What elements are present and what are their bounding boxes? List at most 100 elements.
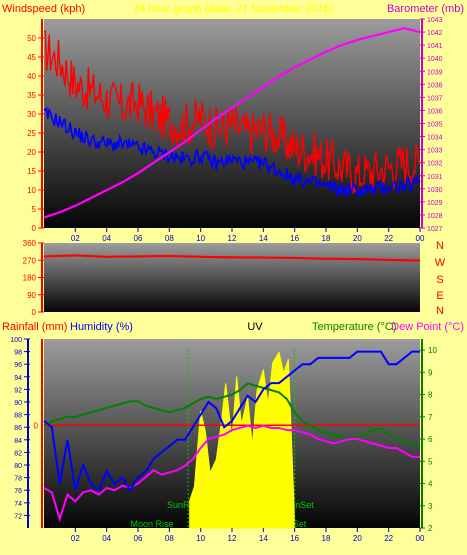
time-axis-label: 06 [134,534,143,543]
time-axis-label: 20 [353,234,362,243]
time-axis-label: 16 [290,534,299,543]
barometer-axis-label: 1034 [427,135,443,142]
humidity-axis-label: 86 [14,425,22,432]
humidity-axis-label: 82 [14,450,22,457]
barometer-axis-label: 1030 [427,187,443,194]
humidity-label: Humidity (%) [70,321,133,333]
humidity-axis-label: 98 [14,350,22,357]
direction-axis-label: 0 [32,308,37,317]
barometer-axis-label: 1031 [427,174,443,181]
time-axis-label: 12 [228,234,237,243]
uv-area [189,351,296,529]
temperature-series [43,382,421,447]
humidity-axis-label: 88 [14,413,22,420]
humidity-axis-label: 76 [14,488,22,495]
time-axis-label: 22 [384,234,393,243]
time-axis-label: 14 [259,534,268,543]
humidity-series [43,350,420,493]
humidity-axis-label: 80 [14,463,22,470]
compass-e: E [436,290,443,302]
direction-plot-area [44,243,420,312]
direction-axis-label: 180 [23,274,37,283]
temperature-axis-label: 2 [428,524,433,533]
temperature-axis-label: 5 [428,457,433,466]
humidity-axis-label: 100 [10,337,22,344]
sunrise-label: SunRise [167,500,201,510]
barometer-axis-label: 1039 [427,69,443,76]
wind-axis-label: 15 [27,167,36,176]
humidity-axis-label: 74 [14,501,22,508]
compass-n-top: N [436,240,444,252]
barometer-series [43,27,421,219]
time-axis-label: 00 [416,234,425,243]
barometer-axis-label: 1040 [427,56,443,63]
time-axis-label: 10 [196,234,205,243]
time-axis-label: 04 [102,534,111,543]
time-axis-label: 02 [71,534,80,543]
barometer-axis-label: 1036 [427,108,443,115]
humidity-axis-label: 78 [14,476,22,483]
time-axis-label: 00 [416,534,425,543]
barometer-axis-label: 1037 [427,95,443,102]
windspeed-label: Windspeed (kph) [2,3,85,15]
barometer-axis-label: 1038 [427,82,443,89]
time-axis-label: 08 [165,234,174,243]
temperature-axis-label: 10 [428,346,437,355]
time-axis-label: 02 [71,234,80,243]
rainfall-label: Rainfall (mm) [2,321,67,333]
temperature-axis-label: 7 [428,413,433,422]
compass-s: S [436,274,443,286]
temperature-axis-label: 3 [428,502,433,511]
time-axis-label: 08 [165,534,174,543]
barometer-axis-label: 1042 [427,30,443,37]
time-axis-label: 04 [102,234,111,243]
time-axis-label: 18 [322,234,331,243]
humidity-axis-label: 96 [14,362,22,369]
compass-n-bottom: N [436,305,444,317]
time-axis-label: 10 [196,534,205,543]
graph-title: 24 hour graph (data: 27 November 2016) [133,3,333,15]
wind-axis-label: 45 [27,53,36,62]
direction-axis-label: 270 [23,256,37,265]
dewpoint-series [43,424,420,523]
wind-axis-label: 25 [27,129,36,138]
time-axis-label: 12 [228,534,237,543]
temperature-label: Temperature (°C) [312,321,396,333]
rainfall-axis-label: 0 [34,421,39,430]
humidity-axis-label: 84 [14,438,22,445]
direction-axis-label: 360 [23,239,37,248]
compass-w: W [435,257,446,269]
wind-axis-label: 20 [27,148,36,157]
wind-axis-label: 5 [32,205,37,214]
uv-label: UV [247,321,263,333]
barometer-axis-label: 1043 [427,17,443,24]
time-axis-label: 14 [259,234,268,243]
wind-axis-label: 10 [27,186,36,195]
sunset-label: SunSet [284,500,314,510]
wind-average-series [43,106,421,198]
barometer-axis-label: 1028 [427,213,443,220]
wind-axis-label: 35 [27,91,36,100]
barometer-axis-label: 1041 [427,43,443,50]
barometer-axis-label: 1033 [427,148,443,155]
time-axis-label: 06 [134,234,143,243]
humidity-axis-label: 72 [14,513,22,520]
barometer-label: Barometer (mb) [387,3,464,15]
temperature-axis-label: 4 [428,480,433,489]
barometer-axis-label: 1032 [427,161,443,168]
time-axis-label: 18 [322,534,331,543]
moonrise-label: Moon Rise [130,519,173,529]
barometer-axis-label: 1035 [427,122,443,129]
barometer-axis-label: 1027 [427,226,443,233]
temperature-axis-label: 8 [428,391,433,400]
wind-direction-series [43,254,421,262]
dewpoint-label: Dew Point (°C) [391,321,464,333]
time-axis-label: 20 [353,534,362,543]
barometer-axis-label: 1029 [427,200,443,207]
direction-axis-label: 90 [27,291,36,300]
wind-axis-label: 50 [27,34,36,43]
wind-axis-label: 40 [27,72,36,81]
temperature-axis-label: 9 [428,368,433,377]
wind-plot-area [44,19,420,228]
